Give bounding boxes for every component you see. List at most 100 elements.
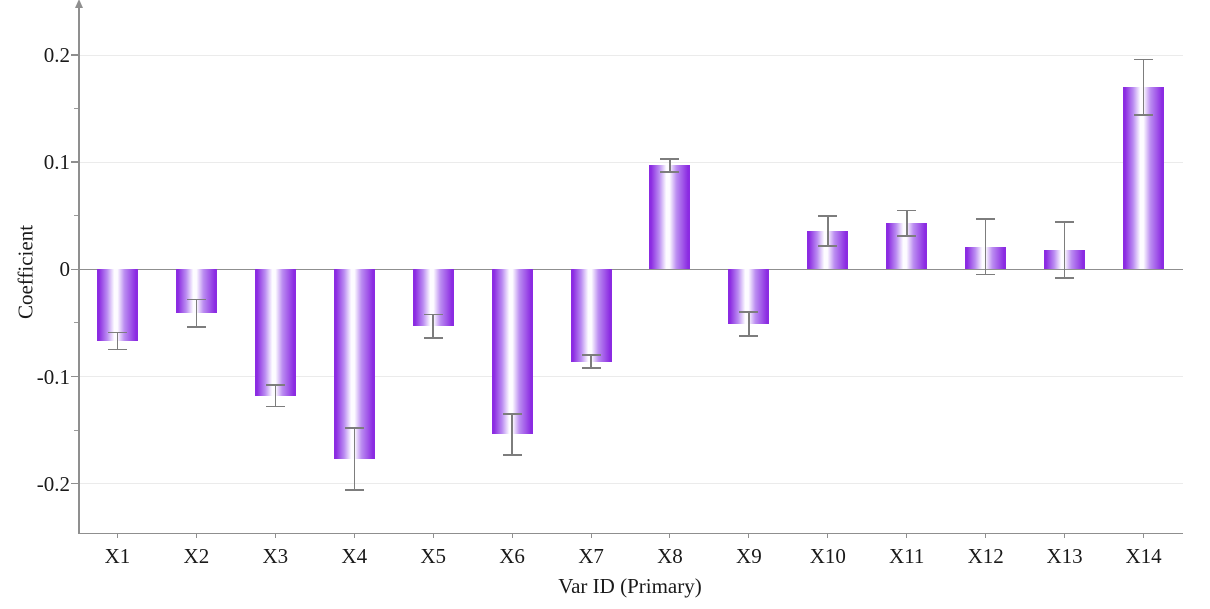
x-tick <box>906 533 908 538</box>
error-bar-cap-bottom <box>502 454 522 456</box>
error-bar-cap-bottom <box>344 489 364 491</box>
error-bar-cap-bottom <box>818 245 838 247</box>
bar <box>570 269 612 362</box>
bar <box>1123 87 1165 270</box>
x-tick <box>195 533 197 538</box>
y-tick <box>71 54 78 56</box>
error-bar-line <box>984 218 987 275</box>
y-tick <box>71 482 78 485</box>
y-tick <box>71 161 78 163</box>
x-tick-label: X8 <box>657 544 683 568</box>
x-tick <box>353 533 355 538</box>
error-bar-cap-top <box>1134 58 1154 61</box>
error-bar-cap-bottom <box>1055 277 1075 279</box>
bar <box>254 269 296 396</box>
x-tick-label: X4 <box>341 544 368 568</box>
y-tick-label: 0 <box>59 257 71 282</box>
error-bar-cap-bottom <box>660 171 680 173</box>
error-bar-cap-top <box>897 209 917 212</box>
error-bar-cap-bottom <box>897 235 917 237</box>
x-tick <box>985 533 987 538</box>
error-bar-line <box>1063 222 1066 278</box>
error-bar-cap-bottom <box>581 367 601 369</box>
error-bar-cap-bottom <box>107 348 127 351</box>
error-bar-cap-top <box>186 298 206 301</box>
y-tick-label: 0.2 <box>43 43 70 67</box>
error-bar-line <box>432 314 434 338</box>
x-tick-label: X3 <box>262 544 289 568</box>
y-tick <box>71 268 78 271</box>
x-tick <box>511 533 513 538</box>
error-bar-cap-top <box>660 158 680 160</box>
x-tick-label: X12 <box>967 544 1004 568</box>
error-bar-cap-bottom <box>186 326 206 328</box>
x-tick-label: X9 <box>736 544 762 568</box>
error-bar-cap-bottom <box>423 337 443 339</box>
x-tick <box>669 533 671 538</box>
x-tick <box>1064 533 1066 538</box>
error-bar-cap-top <box>581 354 601 356</box>
x-tick <box>116 533 118 538</box>
x-tick <box>748 533 750 538</box>
grid-line <box>78 483 1183 485</box>
x-axis-line <box>78 532 1183 534</box>
x-axis-title: Var ID (Primary) <box>558 574 702 598</box>
x-tick-label: X13 <box>1046 544 1083 568</box>
x-tick-label: X11 <box>889 544 925 568</box>
error-bar-line <box>1142 59 1145 116</box>
error-bar-cap-bottom <box>976 273 996 276</box>
error-bar-line <box>274 385 277 407</box>
plot-area: X1 X2 X3 X4 X5 X6 X7 X8 X9 X10 X11 X12 X13 X14 0.2 0.1 0… <box>37 0 1183 568</box>
x-tick <box>827 533 829 538</box>
x-tick <box>432 533 434 538</box>
x-tick-label: X5 <box>420 544 446 568</box>
grid-line <box>78 54 1183 56</box>
y-minor-tick <box>74 215 78 217</box>
error-bar-line <box>353 427 355 491</box>
error-bar-cap-bottom <box>265 405 285 408</box>
error-bar-cap-top <box>818 215 838 217</box>
x-tick <box>274 533 276 538</box>
error-bar-line <box>195 299 198 328</box>
error-bar-cap-top <box>344 427 364 429</box>
error-bar-cap-bottom <box>739 335 759 337</box>
y-tick-label: -0.1 <box>36 364 70 389</box>
grid-line <box>78 161 1183 163</box>
x-tick-label: X1 <box>104 544 131 568</box>
y-tick-label: -0.2 <box>36 471 70 496</box>
x-tick-label: X7 <box>578 544 604 568</box>
error-bar-line <box>906 210 908 237</box>
error-bar-line <box>827 215 829 246</box>
zero-line <box>78 268 1183 271</box>
x-tick-label: X14 <box>1125 544 1162 568</box>
error-bar-cap-bottom <box>1134 114 1154 116</box>
y-minor-tick <box>74 108 78 110</box>
error-bar-line <box>590 355 592 368</box>
y-minor-tick <box>74 429 78 431</box>
error-bar-cap-top <box>502 413 522 415</box>
error-bar-cap-top <box>423 313 443 316</box>
error-bar-line <box>748 312 750 336</box>
y-minor-tick <box>74 322 78 324</box>
error-bar-cap-top <box>265 384 285 386</box>
grid-line <box>78 376 1183 378</box>
y-axis-line <box>78 6 80 534</box>
error-bar-line <box>669 158 671 172</box>
bar <box>96 269 138 342</box>
error-bar-line <box>116 332 119 350</box>
error-bar-cap-top <box>1055 221 1075 223</box>
error-bar-line <box>511 414 513 455</box>
x-tick <box>590 533 592 538</box>
error-bar-cap-top <box>107 331 127 334</box>
bar <box>491 269 533 435</box>
error-bar-cap-top <box>976 218 996 220</box>
y-axis-arrow-icon <box>74 0 83 8</box>
x-tick-label: X10 <box>809 544 846 568</box>
x-tick <box>1143 533 1145 538</box>
x-tick-label: X2 <box>183 544 210 568</box>
error-bar-cap-top <box>739 311 759 313</box>
x-tick-label: X6 <box>499 544 525 568</box>
y-tick-label: 0.1 <box>43 150 70 175</box>
y-tick <box>71 375 78 378</box>
